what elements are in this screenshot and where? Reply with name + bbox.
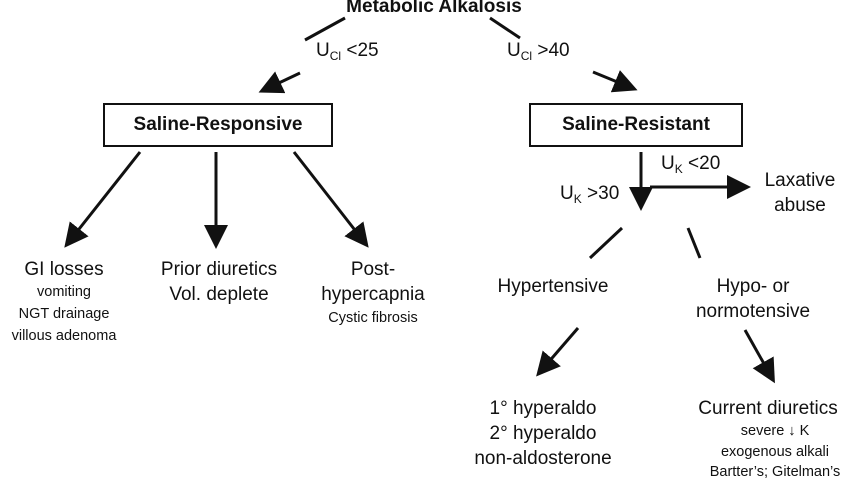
arrow-to-post <box>292 151 369 248</box>
hypertensive-node: Hypertensive <box>497 276 609 297</box>
gi-item: vomiting <box>37 284 91 300</box>
arrow-to-hypo <box>686 227 702 259</box>
arrow-to-gi <box>64 151 142 248</box>
hypercapnia-line: hypercapnia <box>321 284 425 305</box>
condition-ucl-low: UCl <25 <box>316 40 379 63</box>
hypertensive-outcome: 2° hyperaldo <box>489 423 597 444</box>
gi-item: NGT drainage <box>18 306 110 322</box>
hypo-item: severe ↓ K <box>740 423 810 439</box>
arrow-root-left <box>304 16 346 42</box>
hypo-item: exogenous alkali <box>720 444 830 460</box>
root-node: Metabolic Alkalosis <box>346 0 522 17</box>
hypertensive-outcome: 1° hyperaldo <box>489 398 597 419</box>
condition-ucl-high: UCl >40 <box>507 40 570 63</box>
condition-uk-high: UK >30 <box>560 183 620 206</box>
arrow-root-left-tail <box>258 71 301 94</box>
condition-uk-low: UK <20 <box>661 153 721 176</box>
arrow-root-right <box>489 16 521 40</box>
gi-item: villous adenoma <box>11 328 117 344</box>
saline-responsive-box: Saline-Responsive <box>103 103 333 147</box>
arrow-to-current-diuretics <box>743 329 775 384</box>
abuse-line: abuse <box>774 195 826 216</box>
laxative-line: Laxative <box>764 170 836 191</box>
prior-diuretics-line: Prior diuretics <box>160 259 278 280</box>
hypertensive-outcome: non-aldosterone <box>474 448 612 469</box>
saline-resistant-box: Saline-Resistant <box>529 103 743 147</box>
arrow-root-right-tail <box>592 70 638 93</box>
cystic-fibrosis-item: Cystic fibrosis <box>328 310 418 326</box>
hypo-line: Hypo- or <box>716 276 790 297</box>
arrow-to-hypertensive <box>588 226 624 260</box>
arrow-to-hyperaldo <box>536 327 580 377</box>
post-line: Post- <box>350 259 396 280</box>
hypo-item: Bartter’s; Gitelman’s <box>709 464 841 480</box>
gi-losses-title: GI losses <box>24 259 104 280</box>
vol-deplete-line: Vol. deplete <box>169 284 269 305</box>
current-diuretics-title: Current diuretics <box>698 398 838 419</box>
normotensive-line: normotensive <box>695 301 811 322</box>
